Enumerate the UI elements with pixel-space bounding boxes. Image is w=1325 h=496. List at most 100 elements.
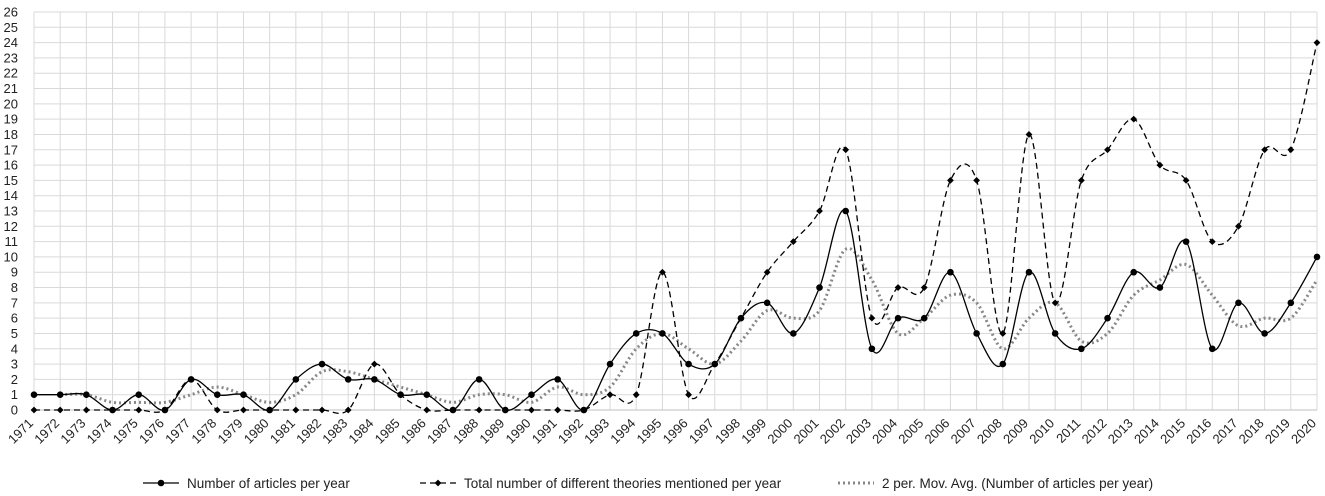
x-tick-label: 2011 [1053,416,1083,446]
data-point-theories [789,238,797,246]
y-tick-label: 18 [4,127,18,142]
x-tick-label: 1978 [188,416,219,447]
data-point-articles [1025,268,1033,276]
data-point-theories [187,375,195,383]
data-point-articles [1261,330,1268,337]
x-axis-tick-labels: 1971197219731974197519761977197819791980… [5,416,1319,447]
data-point-articles [973,330,980,337]
data-point-theories [763,268,771,276]
data-point-articles [1182,238,1190,245]
data-point-theories [397,391,404,399]
y-tick-label: 14 [4,188,18,203]
data-point-theories [1130,115,1138,123]
data-point-theories [135,406,143,414]
data-point-articles [999,360,1007,368]
data-point-theories [161,406,169,414]
y-tick-label: 26 [4,5,18,20]
data-point-theories [894,284,902,291]
data-point-theories [816,207,823,215]
x-tick-label: 2002 [817,416,848,447]
x-tick-label: 1993 [581,416,612,447]
y-tick-label: 2 [11,372,18,387]
y-tick-label: 9 [11,265,18,280]
data-point-articles [475,376,483,383]
legend-marker-diamond [434,479,442,487]
x-tick-label: 1973 [57,416,88,447]
y-tick-label: 4 [11,341,18,356]
series-line-3 [60,247,1319,405]
y-tick-label: 24 [4,35,18,50]
y-tick-label: 7 [11,295,18,310]
data-point-articles [790,330,797,337]
x-tick-label: 1974 [84,416,115,447]
data-point-articles [1051,330,1059,337]
data-point-theories [292,406,300,414]
x-tick-label: 1996 [660,416,691,447]
x-tick-label: 1984 [345,416,376,447]
x-tick-label: 2018 [1236,416,1267,447]
x-tick-label: 1992 [555,416,586,447]
x-tick-label: 2009 [1000,416,1031,447]
data-point-theories [1077,176,1085,184]
y-tick-label: 5 [11,326,18,341]
legend-label-2: Total number of different theories menti… [464,476,782,491]
y-tick-label: 3 [11,357,18,372]
data-point-articles [371,376,378,383]
data-point-articles [1156,284,1164,291]
data-point-articles [240,391,247,398]
x-tick-label: 1985 [372,416,403,447]
legend: Number of articles per year Total number … [143,476,1153,491]
x-tick-label: 2000 [764,416,795,447]
data-point-theories [528,406,535,414]
x-tick-label: 1977 [162,416,193,447]
data-point-articles [318,360,326,368]
data-point-articles [868,345,876,353]
data-point-articles [920,314,928,322]
data-point-theories [842,146,850,154]
x-tick-label: 1982 [293,416,324,447]
legend-marker-circle [157,479,165,487]
data-point-theories [240,406,247,414]
data-point-theories [580,406,588,414]
y-tick-label: 1 [11,387,18,402]
data-point-theories [685,391,692,399]
x-tick-label: 2014 [1131,416,1162,447]
y-tick-label: 11 [5,234,19,249]
x-tick-label: 2017 [1210,416,1241,447]
y-tick-label: 25 [4,20,18,35]
x-tick-label: 2003 [843,416,874,447]
data-point-theories [109,406,116,414]
data-point-theories [370,360,378,368]
data-point-theories [344,406,352,414]
data-point-theories [1051,299,1059,307]
gridlines [33,11,1318,410]
x-tick-label: 1981 [267,416,298,447]
data-point-articles [554,376,561,383]
y-tick-label: 23 [4,50,18,65]
y-tick-label: 6 [11,311,18,326]
data-point-theories [1025,131,1033,138]
x-tick-label: 1986 [398,416,429,447]
data-point-articles [528,391,535,398]
x-tick-label: 1972 [31,416,62,447]
data-point-theories [973,176,981,184]
data-point-theories [737,314,745,322]
data-point-articles [763,299,771,307]
x-tick-label: 1976 [136,416,167,447]
data-point-theories [999,330,1007,337]
x-tick-label: 1998 [712,416,743,447]
x-tick-label: 2015 [1157,416,1188,447]
data-point-theories [1313,39,1321,47]
data-point-theories [920,284,928,291]
x-tick-label: 1979 [215,416,246,447]
y-tick-label: 22 [4,66,18,81]
data-point-articles [816,284,823,291]
data-point-theories [947,176,954,184]
data-point-articles [1313,253,1321,261]
data-point-theories [1208,238,1216,246]
y-tick-label: 20 [4,96,18,111]
x-tick-label: 2008 [974,416,1005,447]
x-tick-label: 1989 [476,416,507,447]
data-point-theories [868,314,876,322]
